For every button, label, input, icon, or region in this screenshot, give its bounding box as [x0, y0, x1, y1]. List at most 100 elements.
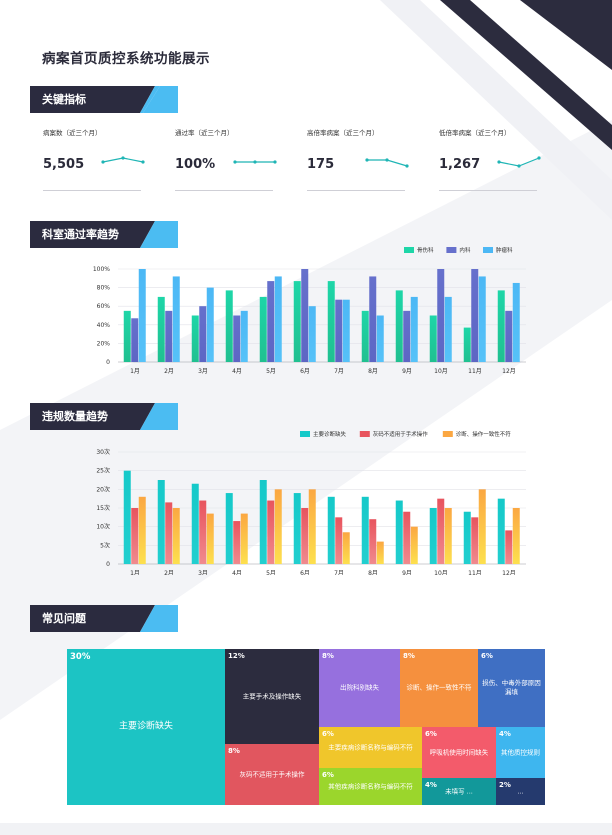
bar	[308, 489, 316, 564]
x-tick-label: 2月	[164, 570, 174, 575]
x-tick-label: 3月	[198, 368, 208, 375]
section-title: 违规数量趋势	[42, 410, 108, 423]
bar	[410, 296, 418, 362]
treemap-percent: 6%	[322, 730, 334, 738]
treemap-cell: 8% 灰码不适用于手术操作	[225, 744, 319, 805]
sparkline-point	[233, 160, 237, 164]
kpi-divider	[307, 190, 405, 191]
treemap-percent: 30%	[70, 652, 91, 662]
y-tick-label: 15次	[96, 504, 110, 512]
x-tick-label: 1月	[130, 368, 140, 375]
treemap-cell: 2% ...	[496, 778, 545, 805]
bar	[471, 269, 479, 362]
treemap-label: 主要手术及操作缺失	[242, 692, 302, 700]
treemap-label: ...	[517, 787, 524, 795]
treemap-cell: 8% 诊断、操作一致性不符	[400, 649, 478, 727]
bar	[395, 500, 403, 564]
bar	[240, 513, 248, 564]
bar	[199, 306, 207, 362]
treemap-label: 主要诊断缺失	[118, 721, 173, 732]
bar	[274, 276, 282, 362]
y-tick-label: 100%	[93, 266, 110, 273]
kpi-label: 高倍率病案（近三个月）	[307, 129, 379, 137]
bar	[301, 508, 309, 564]
bar	[225, 290, 233, 362]
treemap-label: 出院科别缺失	[340, 683, 379, 692]
y-tick-label: 40%	[97, 322, 111, 329]
treemap-percent: 6%	[322, 771, 334, 779]
legend-label: 灰码不适用于手术操作	[373, 430, 429, 438]
kpi-value: 5,505	[43, 157, 85, 172]
kpi-label: 低倍率病案（近三个月）	[439, 129, 511, 137]
bar	[138, 496, 146, 564]
bar	[505, 530, 513, 564]
bar	[327, 496, 335, 564]
kpi-card-high-ratio: 高倍率病案（近三个月） 175	[307, 127, 409, 197]
treemap-percent: 8%	[228, 747, 240, 755]
bar	[478, 489, 486, 564]
bar	[293, 493, 301, 564]
sparkline-point	[121, 156, 125, 160]
bar	[376, 541, 384, 564]
bar	[165, 502, 173, 564]
x-tick-label: 11月	[468, 570, 482, 575]
bar	[395, 290, 403, 362]
bar	[327, 281, 335, 362]
bar	[342, 299, 350, 362]
treemap-cell: 6% 损伤、中毒外部原因漏填	[478, 649, 545, 727]
section-header-kpi: 关键指标	[30, 86, 178, 113]
bar	[444, 508, 452, 564]
sparkline-point	[253, 160, 257, 164]
bar	[165, 310, 173, 362]
kpi-card-pass-rate: 通过率（近三个月） 100%	[175, 127, 277, 197]
y-tick-label: 80%	[97, 285, 111, 292]
bar	[403, 511, 411, 564]
bar	[138, 269, 146, 362]
y-tick-label: 25次	[96, 467, 110, 475]
section-header-dept: 科室通过率趋势	[30, 221, 178, 248]
y-tick-label: 0	[106, 561, 110, 568]
y-tick-label: 10次	[96, 523, 110, 531]
bar	[123, 310, 131, 362]
x-tick-label: 8月	[368, 570, 378, 575]
x-tick-label: 6月	[300, 368, 310, 375]
bar	[199, 500, 207, 564]
bar	[267, 281, 275, 362]
x-tick-label: 9月	[402, 368, 412, 375]
bar	[429, 508, 437, 564]
bar	[259, 480, 267, 564]
bar	[444, 296, 452, 362]
bar	[191, 315, 199, 362]
legend-swatch	[446, 247, 457, 253]
bar	[512, 282, 520, 362]
x-tick-label: 10月	[434, 570, 448, 575]
kpi-divider	[175, 190, 273, 191]
x-tick-label: 12月	[502, 368, 516, 375]
issues-treemap: 30% 主要诊断缺失 12% 主要手术及操作缺失 8% 灰码不适用于手术操作 8…	[67, 649, 545, 805]
violation-count-chart: 主要诊断缺失 灰码不适用于手术操作 诊断、操作一致性不符 0 5次 10次 15次 20次 25…	[96, 430, 526, 575]
y-tick-label: 20%	[97, 340, 111, 347]
treemap-label: 诊断、操作一致性不符	[406, 683, 472, 692]
legend-swatch	[404, 247, 414, 253]
y-tick-label: 0	[106, 359, 110, 366]
kpi-card-cases: 病案数（近三个月） 5,505	[43, 127, 145, 197]
x-tick-label: 6月	[300, 570, 310, 575]
treemap-percent: 6%	[481, 652, 493, 660]
bar	[471, 517, 479, 564]
bar	[437, 498, 445, 564]
kpi-sparkline	[233, 160, 277, 164]
x-tick-label: 9月	[402, 570, 412, 575]
kpi-value: 100%	[175, 157, 216, 172]
treemap-percent: 8%	[322, 652, 334, 660]
bar	[267, 500, 275, 564]
treemap-percent: 4%	[425, 781, 437, 789]
section-title: 科室通过率趋势	[42, 228, 119, 241]
bar	[172, 508, 180, 564]
bar	[301, 269, 309, 362]
treemap-percent: 6%	[425, 730, 437, 738]
corner-stripe-dark	[520, 0, 612, 70]
bar	[335, 517, 343, 564]
kpi-divider	[439, 190, 537, 191]
legend-label: 骨伤科	[417, 246, 434, 254]
